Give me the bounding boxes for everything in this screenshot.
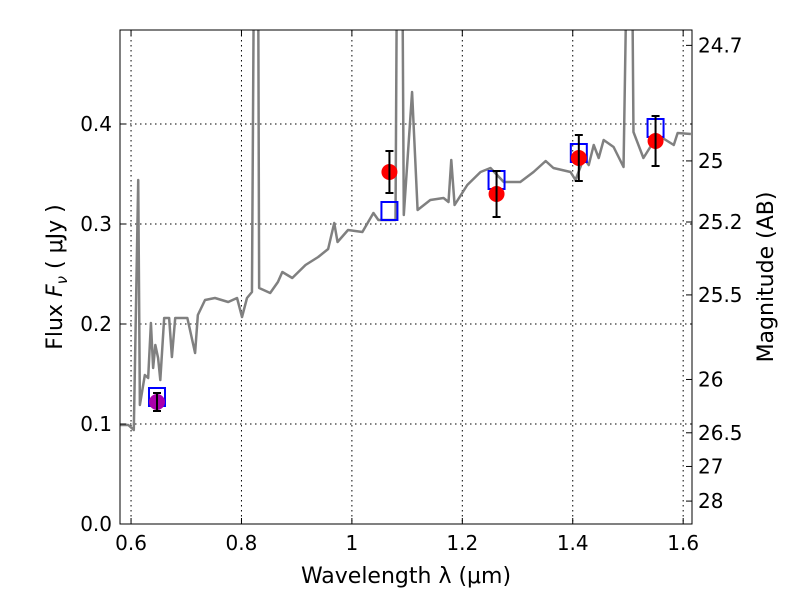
x-tick-label: 1.4 bbox=[557, 531, 589, 555]
spectrum-line bbox=[120, 30, 691, 432]
x-tick-label: 0.8 bbox=[226, 531, 258, 555]
y2-axis-label: Magnitude (AB) bbox=[754, 192, 779, 363]
model-photometry-square bbox=[380, 201, 399, 221]
y-tick-label: 0.0 bbox=[80, 512, 112, 536]
plot-area bbox=[120, 30, 691, 432]
x-tick-label: 0.6 bbox=[115, 531, 147, 555]
y2-tick-label: 24.7 bbox=[698, 33, 743, 57]
y2-tick-label: 26.5 bbox=[698, 421, 743, 445]
y-tick-label: 0.1 bbox=[80, 412, 112, 436]
x-tick-label: 1 bbox=[346, 531, 359, 555]
x-axis-label: Wavelength λ (μm) bbox=[301, 564, 511, 589]
y-tick-label: 0.4 bbox=[80, 112, 112, 136]
x-tick-label: 1.6 bbox=[667, 531, 699, 555]
y2-tick-label: 25 bbox=[698, 149, 723, 173]
y-tick-label: 0.2 bbox=[80, 312, 112, 336]
y2-tick-label: 25.2 bbox=[698, 210, 743, 234]
axes-frame bbox=[119, 29, 693, 525]
y-axis-label: Flux Fν ( μJy ) bbox=[43, 204, 71, 349]
y-tick-label: 0.3 bbox=[80, 212, 112, 236]
ticks: 0.6 0.8 1 1.2 1.4 1.6 0.0 0.1 0.2 0.3 0.4 24.7 25 25.… bbox=[80, 30, 743, 555]
y2-tick-label: 26 bbox=[698, 367, 723, 391]
x-tick-label: 1.2 bbox=[446, 531, 478, 555]
y2-tick-label: 28 bbox=[698, 489, 723, 513]
grid bbox=[120, 30, 692, 525]
y2-tick-label: 27 bbox=[698, 454, 723, 478]
y2-tick-label: 25.5 bbox=[698, 283, 743, 307]
